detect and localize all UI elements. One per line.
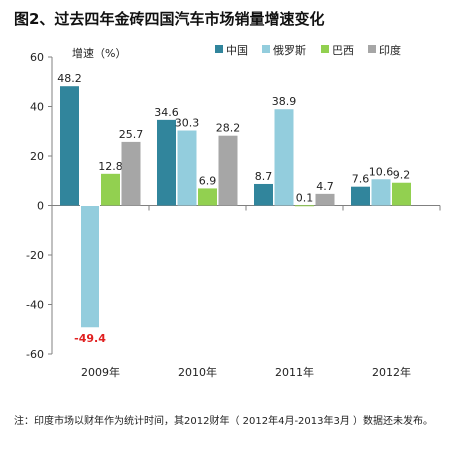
chart-legend: 中国 俄罗斯 巴西 印度 <box>215 43 401 57</box>
legend-item-巴西: 巴西 <box>321 44 354 57</box>
bar-中国-2010年 <box>157 119 176 206</box>
data-label: 4.7 <box>316 180 334 193</box>
data-label: 28.2 <box>216 122 241 135</box>
bar-印度-2009年 <box>121 141 141 206</box>
bar-俄罗斯-2010年 <box>177 130 197 206</box>
bar-巴西-2012年 <box>392 182 411 206</box>
data-label: 30.3 <box>175 117 200 130</box>
y-tick-label: 40 <box>30 101 44 114</box>
legend-label: 中国 <box>226 44 248 57</box>
legend-item-印度: 印度 <box>368 43 401 57</box>
bar-chart: 60 40 20 0 -20 -40 -60 增速（%） 2009年 2010年 2011年 2012… <box>26 43 441 379</box>
x-tick-label: 2012年 <box>372 365 411 379</box>
data-label: 10.6 <box>369 165 394 178</box>
legend-swatch <box>262 45 270 53</box>
y-tick-label: 60 <box>30 51 44 64</box>
bar-中国-2012年 <box>351 186 370 206</box>
data-label: 38.9 <box>272 95 297 108</box>
chart-axes: 60 40 20 0 -20 -40 -60 增速（%） 2009年 2010年 2011年 2012… <box>26 46 441 379</box>
bar-巴西-2009年 <box>101 173 120 206</box>
bar-印度-2011年 <box>315 193 335 206</box>
data-label: 12.8 <box>98 160 123 173</box>
bar-巴西-2011年 <box>295 205 314 207</box>
data-label: -49.4 <box>74 332 106 345</box>
bar-巴西-2010年 <box>198 188 217 206</box>
bar-中国-2011年 <box>254 183 273 206</box>
y-tick-label: -60 <box>26 348 44 361</box>
footnote: 注：印度市场以财年作为统计时间，其2012财年（ 2012年4月-2013年3月… <box>14 416 434 427</box>
bar-俄罗斯-2012年 <box>371 179 391 206</box>
legend-item-中国: 中国 <box>215 44 248 57</box>
data-label: 7.6 <box>352 173 370 186</box>
chart-bars: 48.2 34.6 8.7 7.6 -49.4 30.3 38.9 10.6 12.8 6.9 0.… <box>57 72 411 345</box>
legend-label: 俄罗斯 <box>273 44 306 57</box>
x-tick-label: 2011年 <box>275 365 314 379</box>
data-label: 25.7 <box>119 128 144 141</box>
bar-印度-2010年 <box>218 135 238 206</box>
legend-swatch <box>321 45 329 53</box>
y-tick-label: 20 <box>30 150 44 163</box>
y-axis-title: 增速（%） <box>72 46 126 60</box>
legend-label: 印度 <box>379 43 401 57</box>
data-label: 48.2 <box>57 72 82 85</box>
legend-swatch <box>215 45 223 53</box>
legend-label: 巴西 <box>332 44 354 57</box>
legend-item-俄罗斯: 俄罗斯 <box>262 44 306 57</box>
data-label: 8.7 <box>255 170 273 183</box>
bar-俄罗斯-2011年 <box>274 109 294 206</box>
x-tick-label: 2010年 <box>178 365 217 379</box>
y-tick-label: -20 <box>26 249 44 262</box>
data-label: 34.6 <box>154 106 179 119</box>
bar-中国-2009年 <box>60 86 79 206</box>
legend-swatch <box>368 45 376 53</box>
chart-title: 图2、过去四年金砖四国汽车市场销量增速变化 <box>14 10 325 28</box>
data-label: 9.2 <box>393 169 411 182</box>
y-tick-label: -40 <box>26 299 44 312</box>
bar-俄罗斯-2009年 <box>80 205 100 329</box>
data-label: 6.9 <box>199 174 217 187</box>
y-tick-label: 0 <box>37 200 44 213</box>
x-tick-label: 2009年 <box>81 365 120 379</box>
data-label: 0.1 <box>296 191 314 204</box>
